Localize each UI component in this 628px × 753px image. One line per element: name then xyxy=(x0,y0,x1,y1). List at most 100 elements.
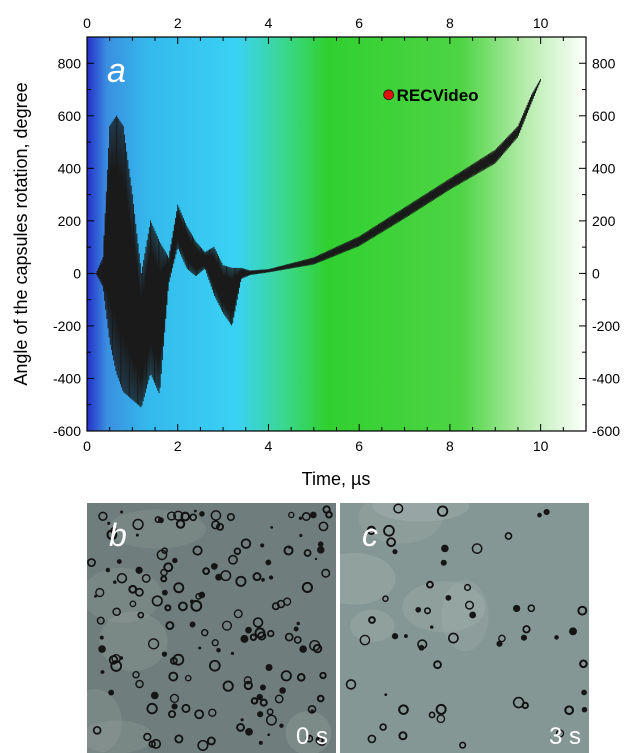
capsule-dot xyxy=(469,611,477,619)
capsule-ring xyxy=(398,731,408,741)
capsule-dot xyxy=(293,626,299,632)
capsule-dot xyxy=(299,645,307,653)
capsule-ring xyxy=(116,572,128,584)
capsule-ring xyxy=(280,670,292,682)
capsule-dot xyxy=(94,594,97,598)
capsule-dot xyxy=(135,566,143,574)
y-tick-label-left: -200 xyxy=(53,318,81,334)
capsule-ring xyxy=(208,659,221,672)
capsule-ring xyxy=(173,510,184,521)
capsule-dot xyxy=(403,634,408,638)
capsule-dot xyxy=(257,711,264,718)
capsule-dot xyxy=(430,625,434,629)
x-tick-label-bottom: 2 xyxy=(174,438,182,454)
capsule-dot xyxy=(260,543,265,548)
capsule-ring xyxy=(459,741,467,749)
capsule-ring xyxy=(315,736,324,745)
capsule-ring xyxy=(148,638,160,650)
series-line xyxy=(87,78,542,408)
photo-haze xyxy=(402,581,486,633)
y-tick-label-left: 800 xyxy=(58,55,82,71)
capsule-dot xyxy=(259,684,266,691)
capsule-ring xyxy=(201,628,209,637)
capsule-ring xyxy=(146,702,158,715)
capsule-dot xyxy=(189,621,196,628)
capsule-ring xyxy=(243,680,253,691)
panel-label-b: b xyxy=(109,517,127,553)
capsule-ring xyxy=(433,660,442,670)
capsule-ring xyxy=(318,521,329,532)
capsule-ring xyxy=(208,708,217,717)
capsule-ring xyxy=(579,659,588,669)
capsule-dot xyxy=(245,626,252,634)
capsule-ring xyxy=(151,595,163,607)
capsule-ring xyxy=(95,587,105,598)
y-tick-label-left: -600 xyxy=(53,423,81,439)
timestamp-b: 0 s xyxy=(295,723,328,750)
y-tick-label-right: 800 xyxy=(592,55,616,71)
capsule-ring xyxy=(383,524,395,537)
capsule-ring xyxy=(359,634,371,646)
capsule-ring xyxy=(222,680,234,692)
capsule-dot xyxy=(171,703,178,710)
capsule-dot xyxy=(267,733,271,737)
rec-marker xyxy=(383,89,394,101)
capsule-ring xyxy=(301,512,311,521)
capsule-dot xyxy=(543,508,550,516)
capsule-dot xyxy=(265,559,272,566)
capsule-ring xyxy=(190,599,203,612)
capsule-dot xyxy=(120,510,124,514)
capsule-ring xyxy=(172,653,185,666)
capsule-ring xyxy=(448,632,459,644)
capsule-dot xyxy=(258,740,263,745)
capsule-ring xyxy=(426,580,434,589)
capsule-dot xyxy=(172,557,178,564)
capsule-ring xyxy=(211,639,219,647)
capsule-ring xyxy=(132,670,140,679)
capsule-dot xyxy=(569,627,577,636)
capsule-dot xyxy=(198,646,202,650)
capsule-ring xyxy=(181,703,191,713)
capsule-ring xyxy=(367,734,377,744)
capsule-ring xyxy=(250,697,259,705)
capsule-ring xyxy=(211,520,221,530)
capsule-ring xyxy=(522,625,531,634)
capsule-ring xyxy=(321,568,331,578)
capsule-ring xyxy=(382,595,389,602)
x-tick-label-bottom: 6 xyxy=(355,438,363,454)
x-tick-label-top: 2 xyxy=(174,15,182,31)
capsule-dot xyxy=(299,533,303,538)
capsule-dot xyxy=(135,533,139,537)
y-tick-label-left: -400 xyxy=(53,370,81,386)
capsule-dot xyxy=(537,512,542,518)
capsule-dot xyxy=(113,580,117,584)
capsule-dot xyxy=(105,567,111,573)
photo-haze xyxy=(87,689,122,753)
capsule-dot xyxy=(279,723,284,728)
capsule-dot xyxy=(305,735,310,740)
capsule-dot xyxy=(440,559,447,566)
capsule-ring xyxy=(202,567,211,576)
y-tick-label-left: 600 xyxy=(58,108,82,124)
capsule-dot xyxy=(520,634,528,641)
capsule-ring xyxy=(206,736,216,746)
capsule-ring xyxy=(175,519,186,529)
capsule-dot xyxy=(100,670,105,674)
rec-video-label: RECVideo xyxy=(397,86,479,105)
capsule-ring xyxy=(577,605,588,616)
capsule-ring xyxy=(110,660,123,672)
capsule-dot xyxy=(116,559,122,565)
y-tick-label-right: 400 xyxy=(592,160,616,176)
x-tick-label-top: 4 xyxy=(265,15,273,31)
capsule-ring xyxy=(309,639,321,652)
capsule-ring xyxy=(265,714,277,726)
capsule-ring xyxy=(96,616,105,625)
capsule-dot xyxy=(189,599,195,604)
capsule-ring xyxy=(293,635,302,644)
capsule-ring xyxy=(366,525,377,535)
capsule-ring xyxy=(303,549,312,557)
capsule-ring xyxy=(108,655,119,665)
y-axis-title: Angle of the capsules rotation, degree xyxy=(11,82,31,385)
capsule-ring xyxy=(110,527,117,534)
capsule-ring xyxy=(436,505,449,517)
